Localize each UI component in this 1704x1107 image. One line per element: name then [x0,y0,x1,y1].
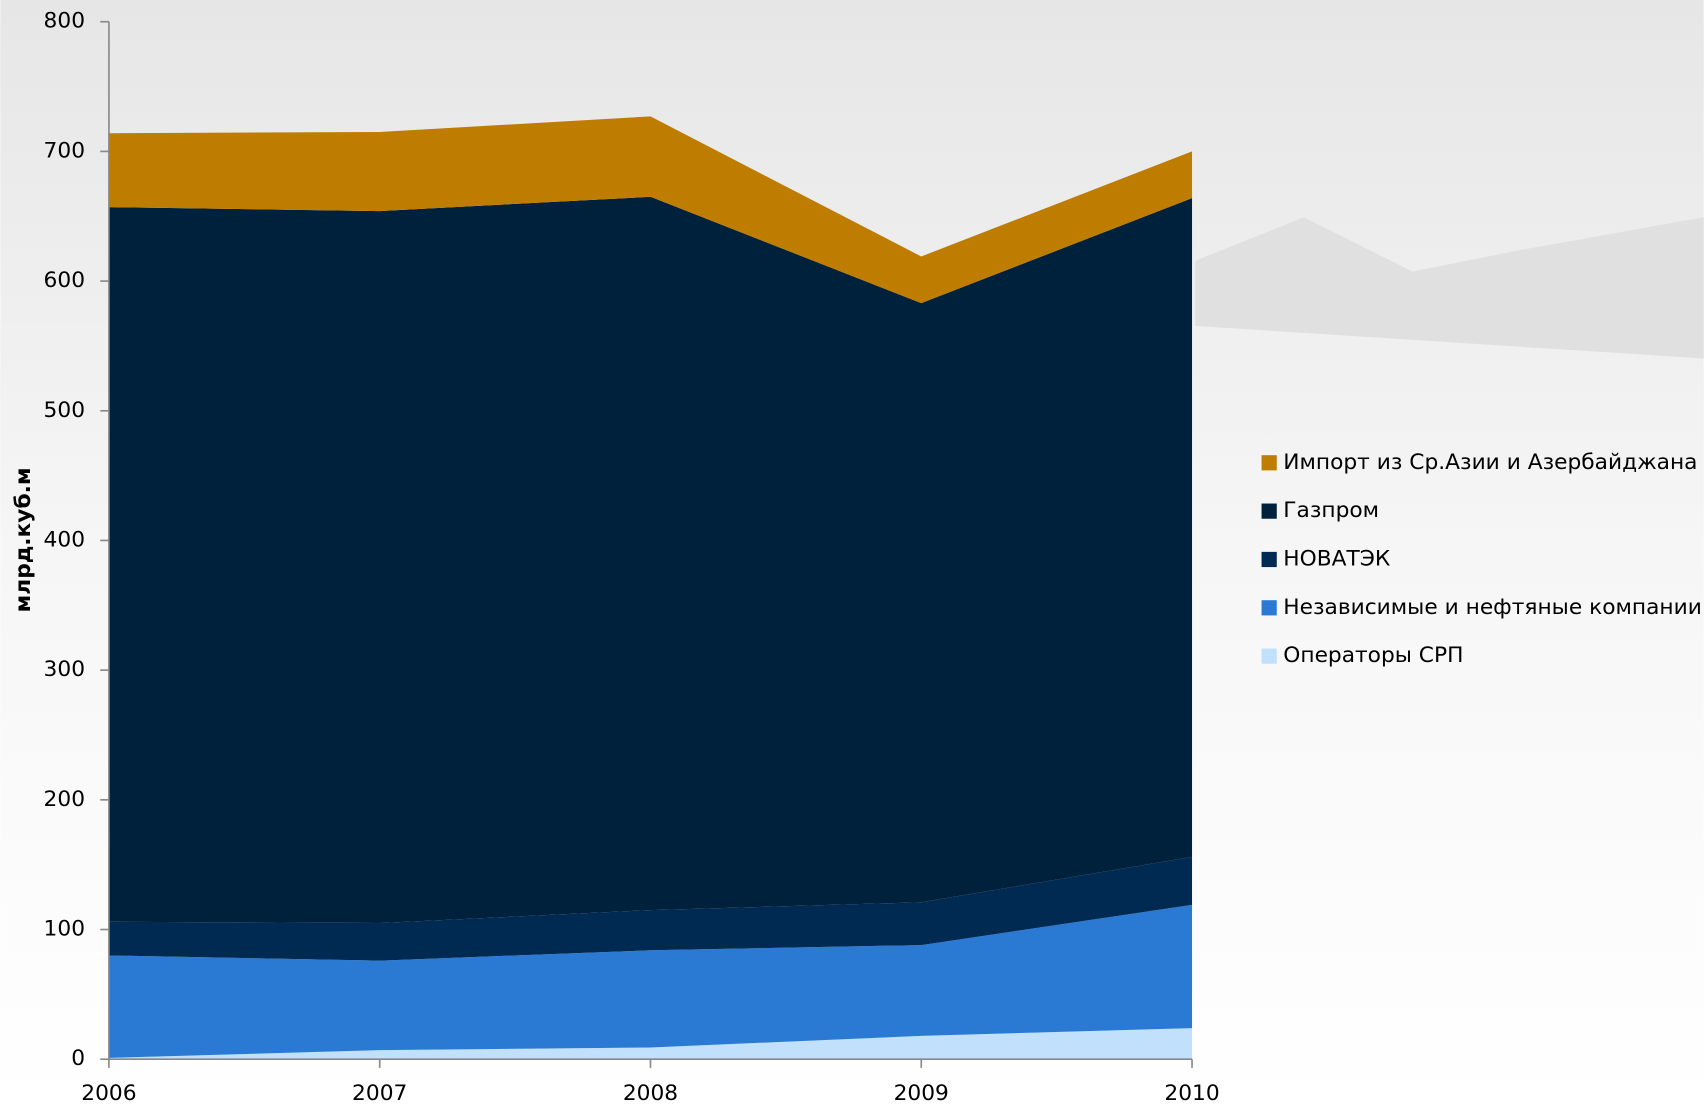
legend-label: Газпром [1283,498,1379,523]
legend-swatch [1261,600,1277,616]
x-tick-label: 2007 [352,1081,407,1106]
x-tick-label: 2008 [623,1081,678,1106]
y-tick-label: 700 [44,138,85,163]
x-tick-label: 2010 [1164,1081,1219,1106]
x-tick-label: 2009 [894,1081,949,1106]
legend-swatch [1261,648,1277,664]
legend-swatch [1261,551,1277,568]
y-tick-label: 100 [44,917,85,942]
area [108,196,1193,924]
area [108,856,1193,961]
y-tick-label: 200 [44,787,85,812]
x-tick-label: 2006 [81,1081,136,1106]
legend-label: Операторы СРП [1283,643,1463,668]
legend-label: Независимые и нефтяные компании [1283,595,1702,620]
legend-swatch [1261,503,1277,519]
y-tick-label: 600 [44,268,85,293]
area [108,1028,1193,1060]
y-tick-label: 500 [44,398,85,423]
backdrop-hills [1195,217,1704,359]
legend-label: Импорт из Ср.Азии и Азербайджана [1283,450,1697,475]
y-tick-label: 0 [71,1046,85,1071]
y-tick-label: 400 [44,527,85,552]
area [108,904,1193,1058]
legend-swatch [1261,455,1277,471]
y-tick-label: 300 [44,657,85,682]
y-tick-label: 800 [44,9,85,34]
y-axis-label: млрд.куб.м [11,467,36,612]
legend-label: НОВАТЭК [1283,546,1390,571]
